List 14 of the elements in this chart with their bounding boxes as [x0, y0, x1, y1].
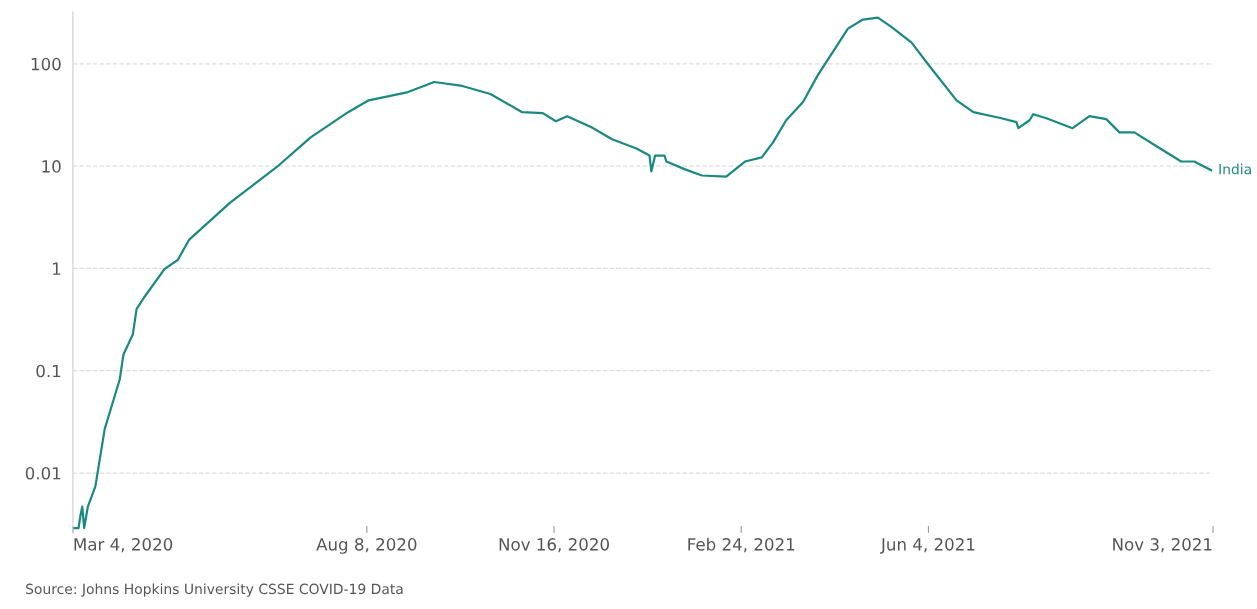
- line-series: [72, 16, 1213, 530]
- x-tick-label: Jun 4, 2021: [880, 538, 975, 554]
- y-tick-label: 1: [53, 262, 61, 275]
- x-tick-label: Feb 24, 2021: [688, 537, 795, 553]
- x-tick-label: Nov 3, 2021: [1113, 538, 1212, 553]
- x-tick-label: Aug 8, 2020: [316, 538, 417, 554]
- y-tick-label: 10: [42, 160, 61, 173]
- y-tick-label: 100: [31, 57, 61, 71]
- y-tick-label: 0.01: [25, 466, 61, 480]
- series-label: India: [1219, 163, 1251, 175]
- x-tick-label: Nov 16, 2020: [499, 538, 609, 553]
- x-tick-label: Mar 4, 2020: [74, 538, 173, 553]
- source-note: Source: Johns Hopkins University CSSE COVID-19 Data: [26, 583, 403, 597]
- y-tick-label: 0.1: [36, 364, 61, 378]
